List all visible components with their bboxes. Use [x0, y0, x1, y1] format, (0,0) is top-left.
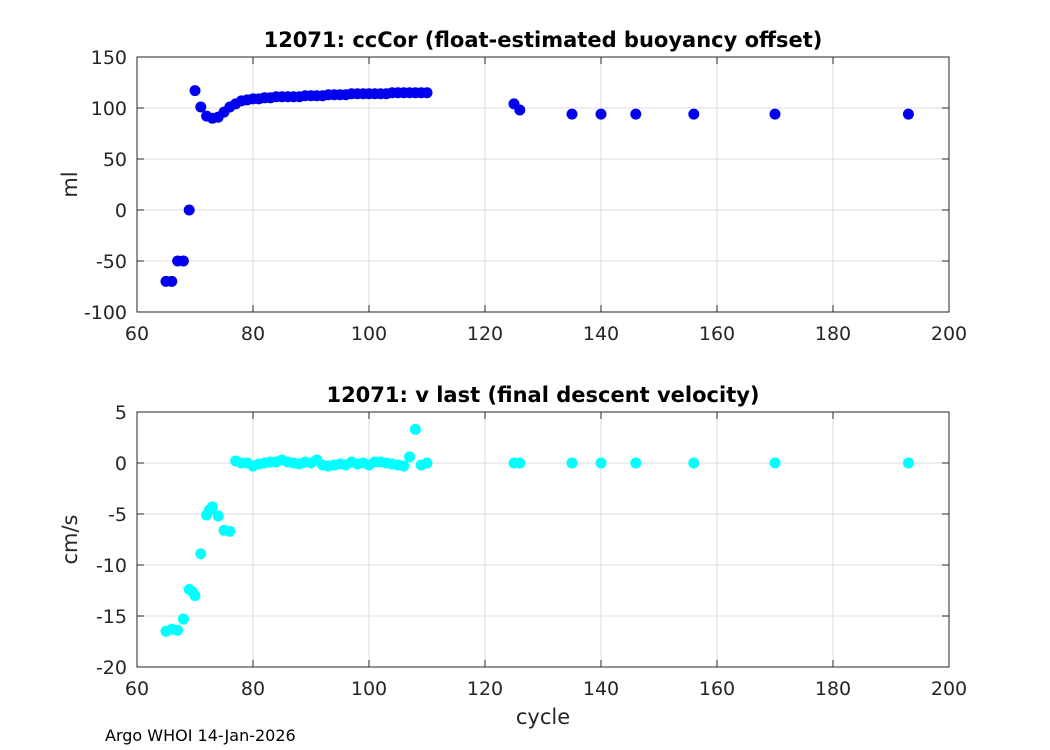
- data-points: [160, 85, 914, 287]
- x-tick-label: 100: [351, 678, 387, 700]
- y-tick-label: 5: [115, 402, 127, 424]
- data-point: [177, 613, 189, 625]
- footer-credit: Argo WHOI 14-Jan-2026: [105, 726, 296, 745]
- x-tick-label: 80: [241, 678, 265, 700]
- x-tick-label: 160: [699, 323, 735, 345]
- data-point: [566, 108, 578, 120]
- data-point: [902, 108, 914, 120]
- x-tick-label: 60: [125, 323, 149, 345]
- x-tick-label: 120: [467, 678, 503, 700]
- data-point: [404, 451, 416, 463]
- data-point: [688, 457, 700, 469]
- y-tick-label: 150: [91, 47, 127, 69]
- data-point: [595, 457, 607, 469]
- x-tick-label: 200: [931, 678, 967, 700]
- x-tick-label: 180: [815, 678, 851, 700]
- y-tick-label: -10: [96, 555, 127, 577]
- y-tick-label: 50: [103, 149, 127, 171]
- y-tick-label: 0: [115, 200, 127, 222]
- x-tick-label: 180: [815, 323, 851, 345]
- data-point: [189, 590, 201, 602]
- x-tick-label: 120: [467, 323, 503, 345]
- data-point: [195, 548, 207, 560]
- data-point: [902, 457, 914, 469]
- x-tick-label: 140: [583, 678, 619, 700]
- chart-title: 12071: ccCor (float-estimated buoyancy o…: [264, 28, 823, 52]
- y-tick-label: -5: [108, 504, 127, 526]
- data-point: [769, 108, 781, 120]
- data-point: [177, 255, 189, 267]
- chart-title: 12071: v last (final descent velocity): [326, 383, 759, 407]
- chart-buoyancy-offset: 60 80 100 120 140 160 180 200 -100-50050100150 …: [58, 28, 967, 345]
- y-tick-label: 100: [91, 98, 127, 120]
- data-point: [688, 108, 700, 120]
- y-axis-label: ml: [58, 171, 82, 197]
- data-point: [595, 108, 607, 120]
- y-tick-label: -50: [96, 251, 127, 273]
- y-tick-label: -20: [96, 657, 127, 679]
- chart-descent-velocity: 60 80 100 120 140 160 180 200 -20 -15 -10 -5 0 5 120…: [58, 383, 967, 729]
- data-point: [566, 457, 578, 469]
- y-tick-label: 0: [115, 453, 127, 475]
- data-point: [514, 104, 526, 116]
- x-tick-label: 140: [583, 323, 619, 345]
- data-point: [172, 624, 184, 636]
- plot-area: [137, 412, 949, 667]
- x-tick-labels: 60 80 100 120 140 160 180 200: [125, 323, 967, 345]
- data-points: [160, 423, 914, 637]
- data-point: [421, 457, 433, 469]
- data-point: [195, 101, 207, 113]
- data-point: [183, 204, 195, 216]
- data-point: [630, 457, 642, 469]
- y-tick-label: -100: [84, 302, 127, 324]
- x-tick-label: 160: [699, 678, 735, 700]
- y-tick-labels: -100 -50 0 50 100 150: [84, 47, 127, 324]
- data-point: [398, 460, 410, 472]
- x-tick-label: 80: [241, 323, 265, 345]
- y-tick-label: -15: [96, 606, 127, 628]
- data-point: [769, 457, 781, 469]
- x-axis-label: cycle: [516, 705, 570, 729]
- data-point: [421, 87, 433, 99]
- data-point: [409, 423, 421, 435]
- axes-frame: [136, 411, 950, 668]
- data-point: [166, 275, 178, 287]
- x-tick-label: 60: [125, 678, 149, 700]
- x-tick-label: 200: [931, 323, 967, 345]
- y-axis-label: cm/s: [58, 514, 82, 564]
- axes-frame: [136, 56, 950, 313]
- data-point: [206, 501, 218, 513]
- x-tick-label: 100: [351, 323, 387, 345]
- data-point: [224, 525, 236, 537]
- x-tick-labels: 60 80 100 120 140 160 180 200: [125, 678, 967, 700]
- data-point: [514, 457, 526, 469]
- data-point: [189, 85, 201, 97]
- y-tick-labels: -20 -15 -10 -5 0 5: [96, 402, 127, 679]
- data-point: [212, 510, 224, 522]
- data-point: [630, 108, 642, 120]
